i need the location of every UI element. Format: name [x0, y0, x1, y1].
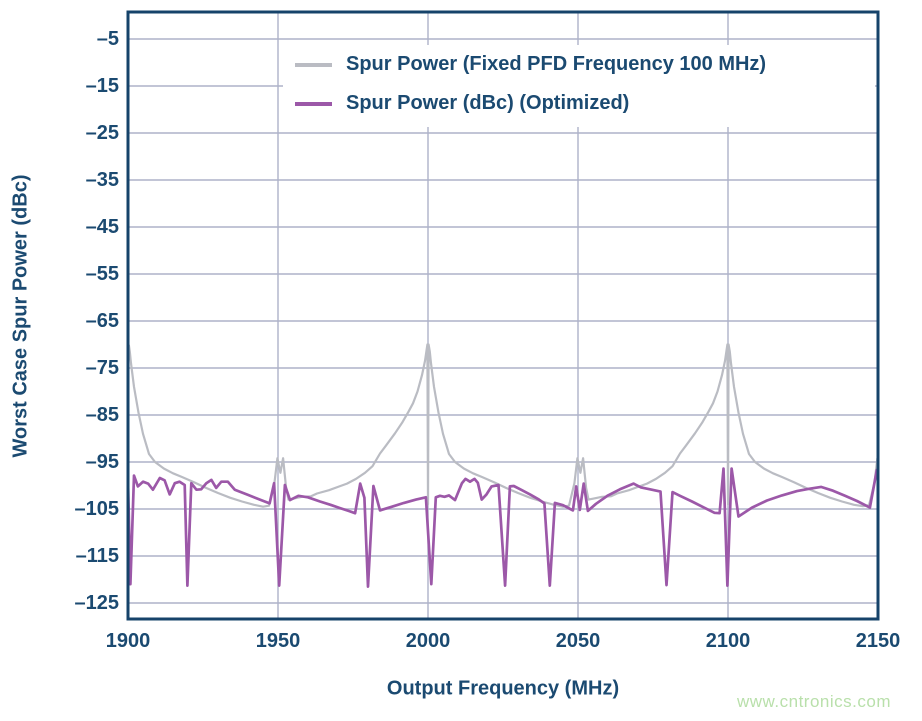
y-tick-label: –105 — [74, 498, 120, 520]
legend-row-fixed-pfd: Spur Power (Fixed PFD Frequency 100 MHz) — [283, 45, 875, 84]
x-tick-label: 2050 — [555, 630, 601, 652]
y-tick-label: –115 — [75, 545, 119, 567]
y-tick-label: –25 — [85, 122, 119, 144]
y-tick-label: –35 — [85, 169, 119, 191]
series-line-optimized — [126, 467, 880, 588]
legend-row-optimized: Spur Power (dBc) (Optimized) — [283, 84, 875, 123]
x-axis-title: Output Frequency (MHz) — [386, 677, 620, 700]
x-tick-label: 1950 — [255, 630, 301, 652]
y-tick-label: –95 — [85, 451, 119, 473]
y-tick-label: –15 — [85, 75, 119, 97]
y-tick-label: –125 — [74, 592, 120, 614]
plot-frame — [126, 10, 880, 621]
y-tick-label: –5 — [96, 28, 119, 50]
x-tick-label: 2000 — [405, 630, 451, 652]
legend-label-fixed-pfd: Spur Power (Fixed PFD Frequency 100 MHz) — [346, 53, 767, 75]
y-axis-title: Worst Case Spur Power (dBc) — [9, 174, 32, 458]
x-tick-label: 1900 — [105, 630, 151, 652]
legend-line-gray-icon — [295, 62, 332, 67]
legend-line-purple-icon — [295, 101, 332, 106]
x-tick-label: 2150 — [855, 630, 901, 652]
legend-label-optimized: Spur Power (dBc) (Optimized) — [346, 92, 630, 114]
legend: Spur Power (Fixed PFD Frequency 100 MHz)… — [283, 45, 875, 127]
x-tick-label: 2100 — [705, 630, 751, 652]
y-tick-label: –65 — [85, 310, 119, 332]
y-tick-label: –85 — [85, 404, 119, 426]
y-tick-label: –75 — [85, 357, 119, 379]
series-line-fixed-pfd — [126, 343, 880, 508]
y-tick-label: –45 — [85, 216, 119, 238]
y-tick-label: –55 — [85, 263, 119, 285]
watermark: www.cntronics.com — [737, 692, 891, 711]
